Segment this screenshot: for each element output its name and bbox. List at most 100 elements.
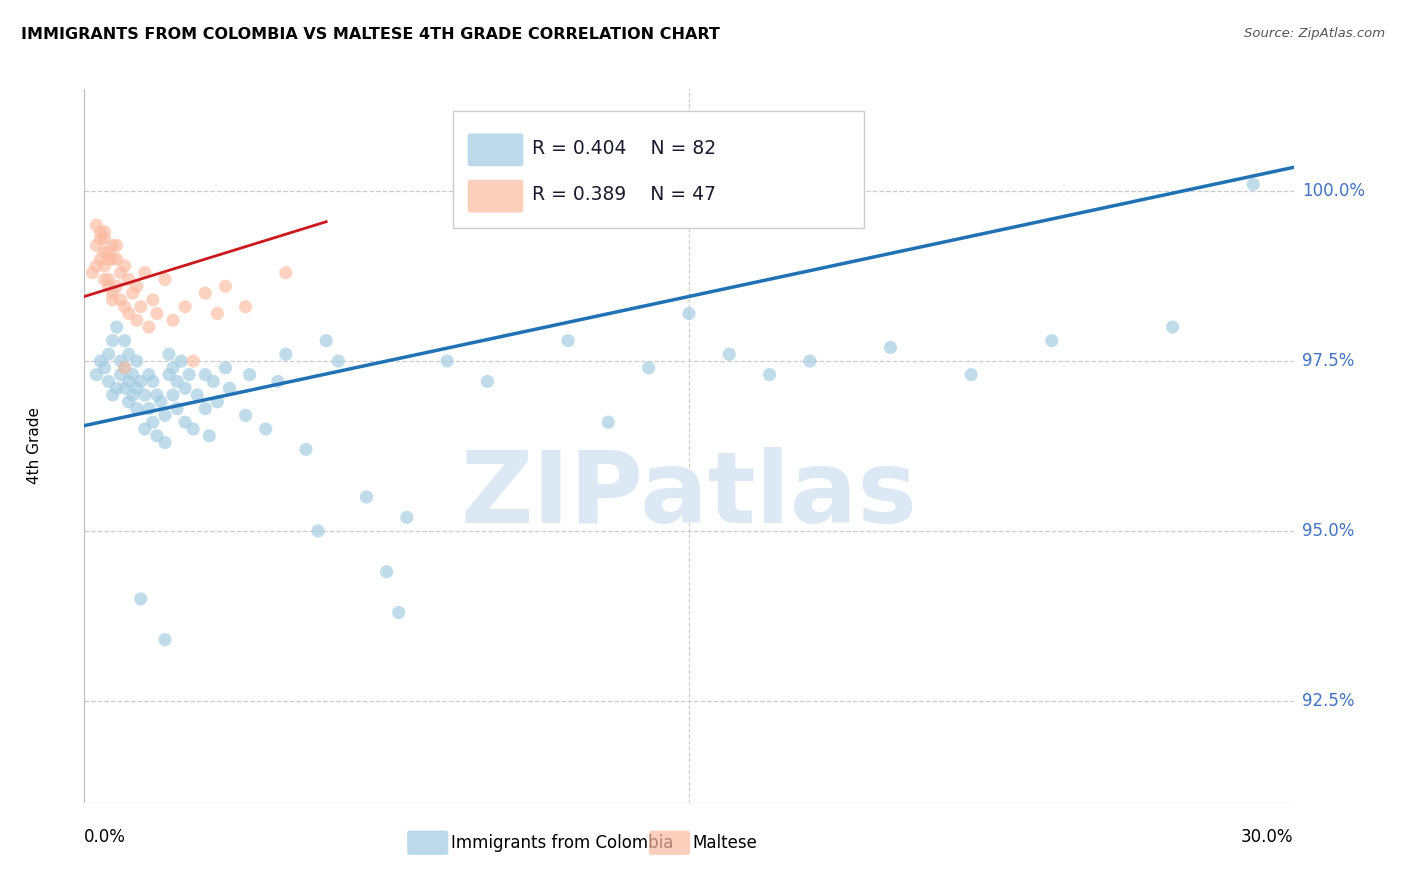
Point bbox=[181, 422, 204, 436]
Point bbox=[179, 368, 201, 382]
Point bbox=[295, 442, 318, 457]
Point bbox=[1241, 178, 1264, 192]
Point bbox=[146, 429, 169, 443]
Point bbox=[97, 272, 120, 286]
Point bbox=[121, 388, 143, 402]
Point bbox=[110, 368, 132, 382]
Point bbox=[146, 388, 169, 402]
Point bbox=[315, 334, 337, 348]
Point bbox=[114, 360, 136, 375]
Point bbox=[134, 266, 156, 280]
Point bbox=[138, 320, 160, 334]
Point bbox=[678, 306, 700, 320]
Point bbox=[153, 409, 176, 423]
Point bbox=[86, 368, 108, 382]
Text: Maltese: Maltese bbox=[693, 834, 758, 852]
Point bbox=[97, 252, 120, 266]
Point bbox=[207, 394, 229, 409]
Point bbox=[86, 238, 108, 252]
Point bbox=[162, 313, 184, 327]
Text: R = 0.389    N = 47: R = 0.389 N = 47 bbox=[531, 186, 716, 204]
Point bbox=[194, 401, 217, 416]
Point bbox=[129, 300, 152, 314]
Point bbox=[97, 375, 120, 389]
Point bbox=[118, 375, 141, 389]
Point bbox=[142, 415, 165, 429]
Point bbox=[110, 266, 132, 280]
Point bbox=[153, 272, 176, 286]
Point bbox=[118, 347, 141, 361]
Point bbox=[194, 286, 217, 301]
Point bbox=[101, 334, 124, 348]
Point bbox=[142, 375, 165, 389]
Point bbox=[110, 293, 132, 307]
Point bbox=[799, 354, 821, 368]
Point bbox=[194, 368, 217, 382]
Text: R = 0.404    N = 82: R = 0.404 N = 82 bbox=[531, 139, 716, 158]
Point bbox=[93, 225, 115, 239]
Point bbox=[157, 368, 180, 382]
Point bbox=[97, 347, 120, 361]
Point bbox=[239, 368, 262, 382]
Point bbox=[598, 415, 620, 429]
FancyBboxPatch shape bbox=[408, 830, 449, 855]
Point bbox=[118, 306, 141, 320]
Point bbox=[1161, 320, 1184, 334]
Point bbox=[235, 300, 257, 314]
Point bbox=[89, 225, 111, 239]
Point bbox=[125, 401, 148, 416]
Point bbox=[138, 401, 160, 416]
Point bbox=[101, 293, 124, 307]
Point bbox=[174, 381, 197, 395]
Point bbox=[207, 306, 229, 320]
Point bbox=[86, 259, 108, 273]
Text: IMMIGRANTS FROM COLOMBIA VS MALTESE 4TH GRADE CORRELATION CHART: IMMIGRANTS FROM COLOMBIA VS MALTESE 4TH … bbox=[21, 27, 720, 42]
Point bbox=[174, 300, 197, 314]
Point bbox=[125, 354, 148, 368]
Point bbox=[105, 238, 128, 252]
Text: 0.0%: 0.0% bbox=[84, 828, 127, 846]
Point bbox=[274, 347, 297, 361]
Point bbox=[93, 245, 115, 260]
Point bbox=[879, 341, 901, 355]
Point bbox=[101, 388, 124, 402]
Point bbox=[121, 368, 143, 382]
Point bbox=[395, 510, 418, 524]
Point bbox=[110, 354, 132, 368]
Point bbox=[477, 375, 499, 389]
Point bbox=[105, 279, 128, 293]
Text: 92.5%: 92.5% bbox=[1302, 692, 1354, 710]
Point bbox=[93, 232, 115, 246]
Point bbox=[93, 272, 115, 286]
Point bbox=[134, 422, 156, 436]
Point bbox=[181, 354, 204, 368]
Text: 95.0%: 95.0% bbox=[1302, 522, 1354, 540]
Point bbox=[114, 381, 136, 395]
Point bbox=[89, 354, 111, 368]
Point bbox=[101, 238, 124, 252]
Point bbox=[637, 360, 659, 375]
Point bbox=[1040, 334, 1063, 348]
Point bbox=[114, 334, 136, 348]
Point bbox=[170, 354, 193, 368]
Point bbox=[328, 354, 350, 368]
Point bbox=[93, 360, 115, 375]
Point bbox=[375, 565, 398, 579]
Text: 97.5%: 97.5% bbox=[1302, 352, 1354, 370]
Text: 30.0%: 30.0% bbox=[1241, 828, 1294, 846]
Point bbox=[157, 347, 180, 361]
Text: Source: ZipAtlas.com: Source: ZipAtlas.com bbox=[1244, 27, 1385, 40]
Point bbox=[97, 279, 120, 293]
Point bbox=[235, 409, 257, 423]
Point bbox=[436, 354, 458, 368]
Point bbox=[82, 266, 104, 280]
Point bbox=[307, 524, 329, 538]
Point bbox=[86, 218, 108, 232]
Point bbox=[146, 306, 169, 320]
Point bbox=[153, 435, 176, 450]
Point bbox=[186, 388, 208, 402]
Text: Immigrants from Colombia: Immigrants from Colombia bbox=[451, 834, 673, 852]
Point bbox=[254, 422, 277, 436]
Point bbox=[134, 388, 156, 402]
Point bbox=[118, 272, 141, 286]
